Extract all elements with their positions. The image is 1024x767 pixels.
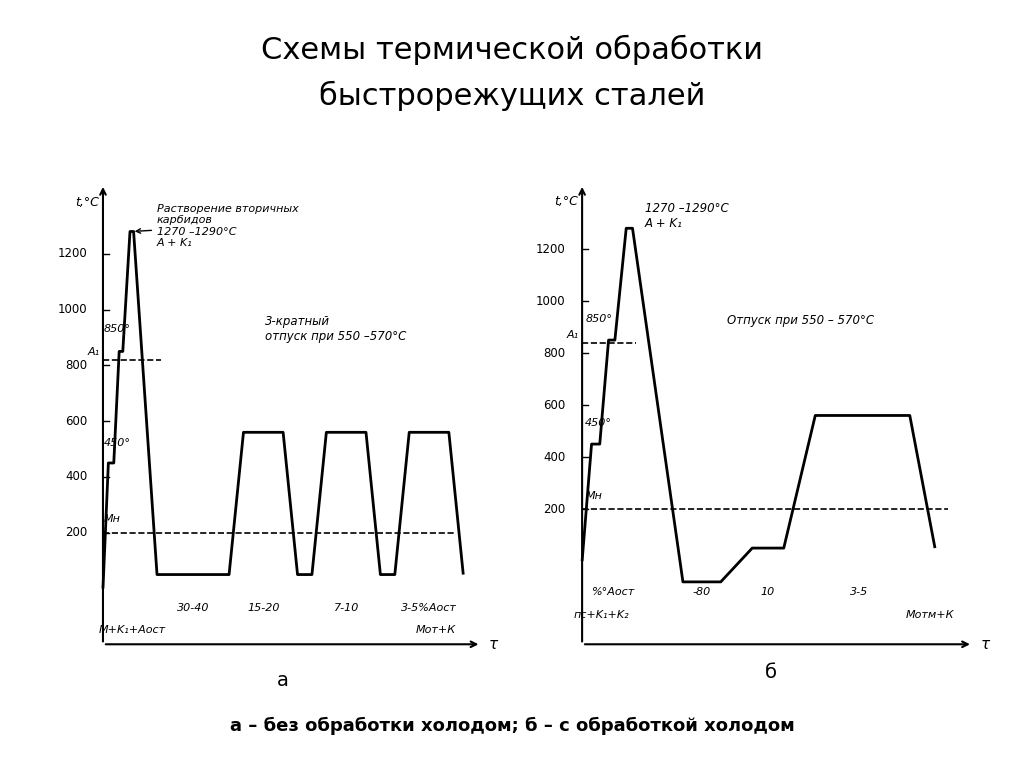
Text: 15-20: 15-20 — [247, 603, 280, 613]
Text: t,°C: t,°C — [76, 196, 99, 209]
Text: 1200: 1200 — [57, 247, 87, 260]
Text: Mн: Mн — [586, 492, 602, 502]
Text: Mн: Mн — [103, 515, 121, 525]
Text: б: б — [765, 663, 777, 682]
Text: 800: 800 — [66, 359, 87, 372]
Text: 1200: 1200 — [536, 242, 565, 255]
Text: A₁: A₁ — [88, 347, 100, 357]
Text: 1000: 1000 — [57, 303, 87, 316]
Text: 600: 600 — [544, 399, 565, 412]
Text: быстрорежущих сталей: быстрорежущих сталей — [318, 81, 706, 110]
Text: 200: 200 — [544, 502, 565, 515]
Text: 3-5: 3-5 — [850, 587, 868, 597]
Text: 400: 400 — [544, 450, 565, 463]
Text: Мот+К: Мот+К — [416, 625, 456, 635]
Text: а – без обработки холодом; б – с обработкой холодом: а – без обработки холодом; б – с обработ… — [229, 716, 795, 735]
Text: 10: 10 — [761, 587, 775, 597]
Text: 800: 800 — [544, 347, 565, 360]
Text: %°Аост: %°Аост — [592, 587, 635, 597]
Text: а: а — [278, 671, 289, 690]
Text: M+K₁+Аост: M+K₁+Аост — [98, 625, 165, 635]
Text: -80: -80 — [692, 587, 711, 597]
Text: t,°C: t,°C — [554, 196, 578, 209]
Text: пс+K₁+K₂: пс+K₁+K₂ — [573, 611, 629, 621]
Text: Мотм+К: Мотм+К — [905, 611, 954, 621]
Text: τ: τ — [489, 637, 499, 652]
Text: 450°: 450° — [586, 418, 612, 428]
Text: A₁: A₁ — [567, 330, 579, 340]
Text: 200: 200 — [66, 526, 87, 539]
Text: 30-40: 30-40 — [177, 603, 209, 613]
Text: Растворение вторичных
карбидов
1270 –1290°С
A + K₁: Растворение вторичных карбидов 1270 –129… — [136, 203, 299, 249]
Text: 400: 400 — [66, 470, 87, 483]
Text: 1270 –1290°С
A + K₁: 1270 –1290°С A + K₁ — [645, 202, 729, 230]
Text: τ: τ — [981, 637, 990, 652]
Text: 7-10: 7-10 — [334, 603, 358, 613]
Text: 600: 600 — [66, 415, 87, 428]
Text: 3-5%Аост: 3-5%Аост — [401, 603, 457, 613]
Text: 3-кратный
отпуск при 550 –570°С: 3-кратный отпуск при 550 –570°С — [265, 315, 407, 343]
Text: Схемы термической обработки: Схемы термической обработки — [261, 35, 763, 64]
Text: Отпуск при 550 – 570°С: Отпуск при 550 – 570°С — [727, 314, 874, 327]
Text: 850°: 850° — [103, 324, 131, 334]
Text: 850°: 850° — [586, 314, 612, 324]
Text: 450°: 450° — [103, 438, 131, 448]
Text: 1000: 1000 — [537, 295, 565, 308]
